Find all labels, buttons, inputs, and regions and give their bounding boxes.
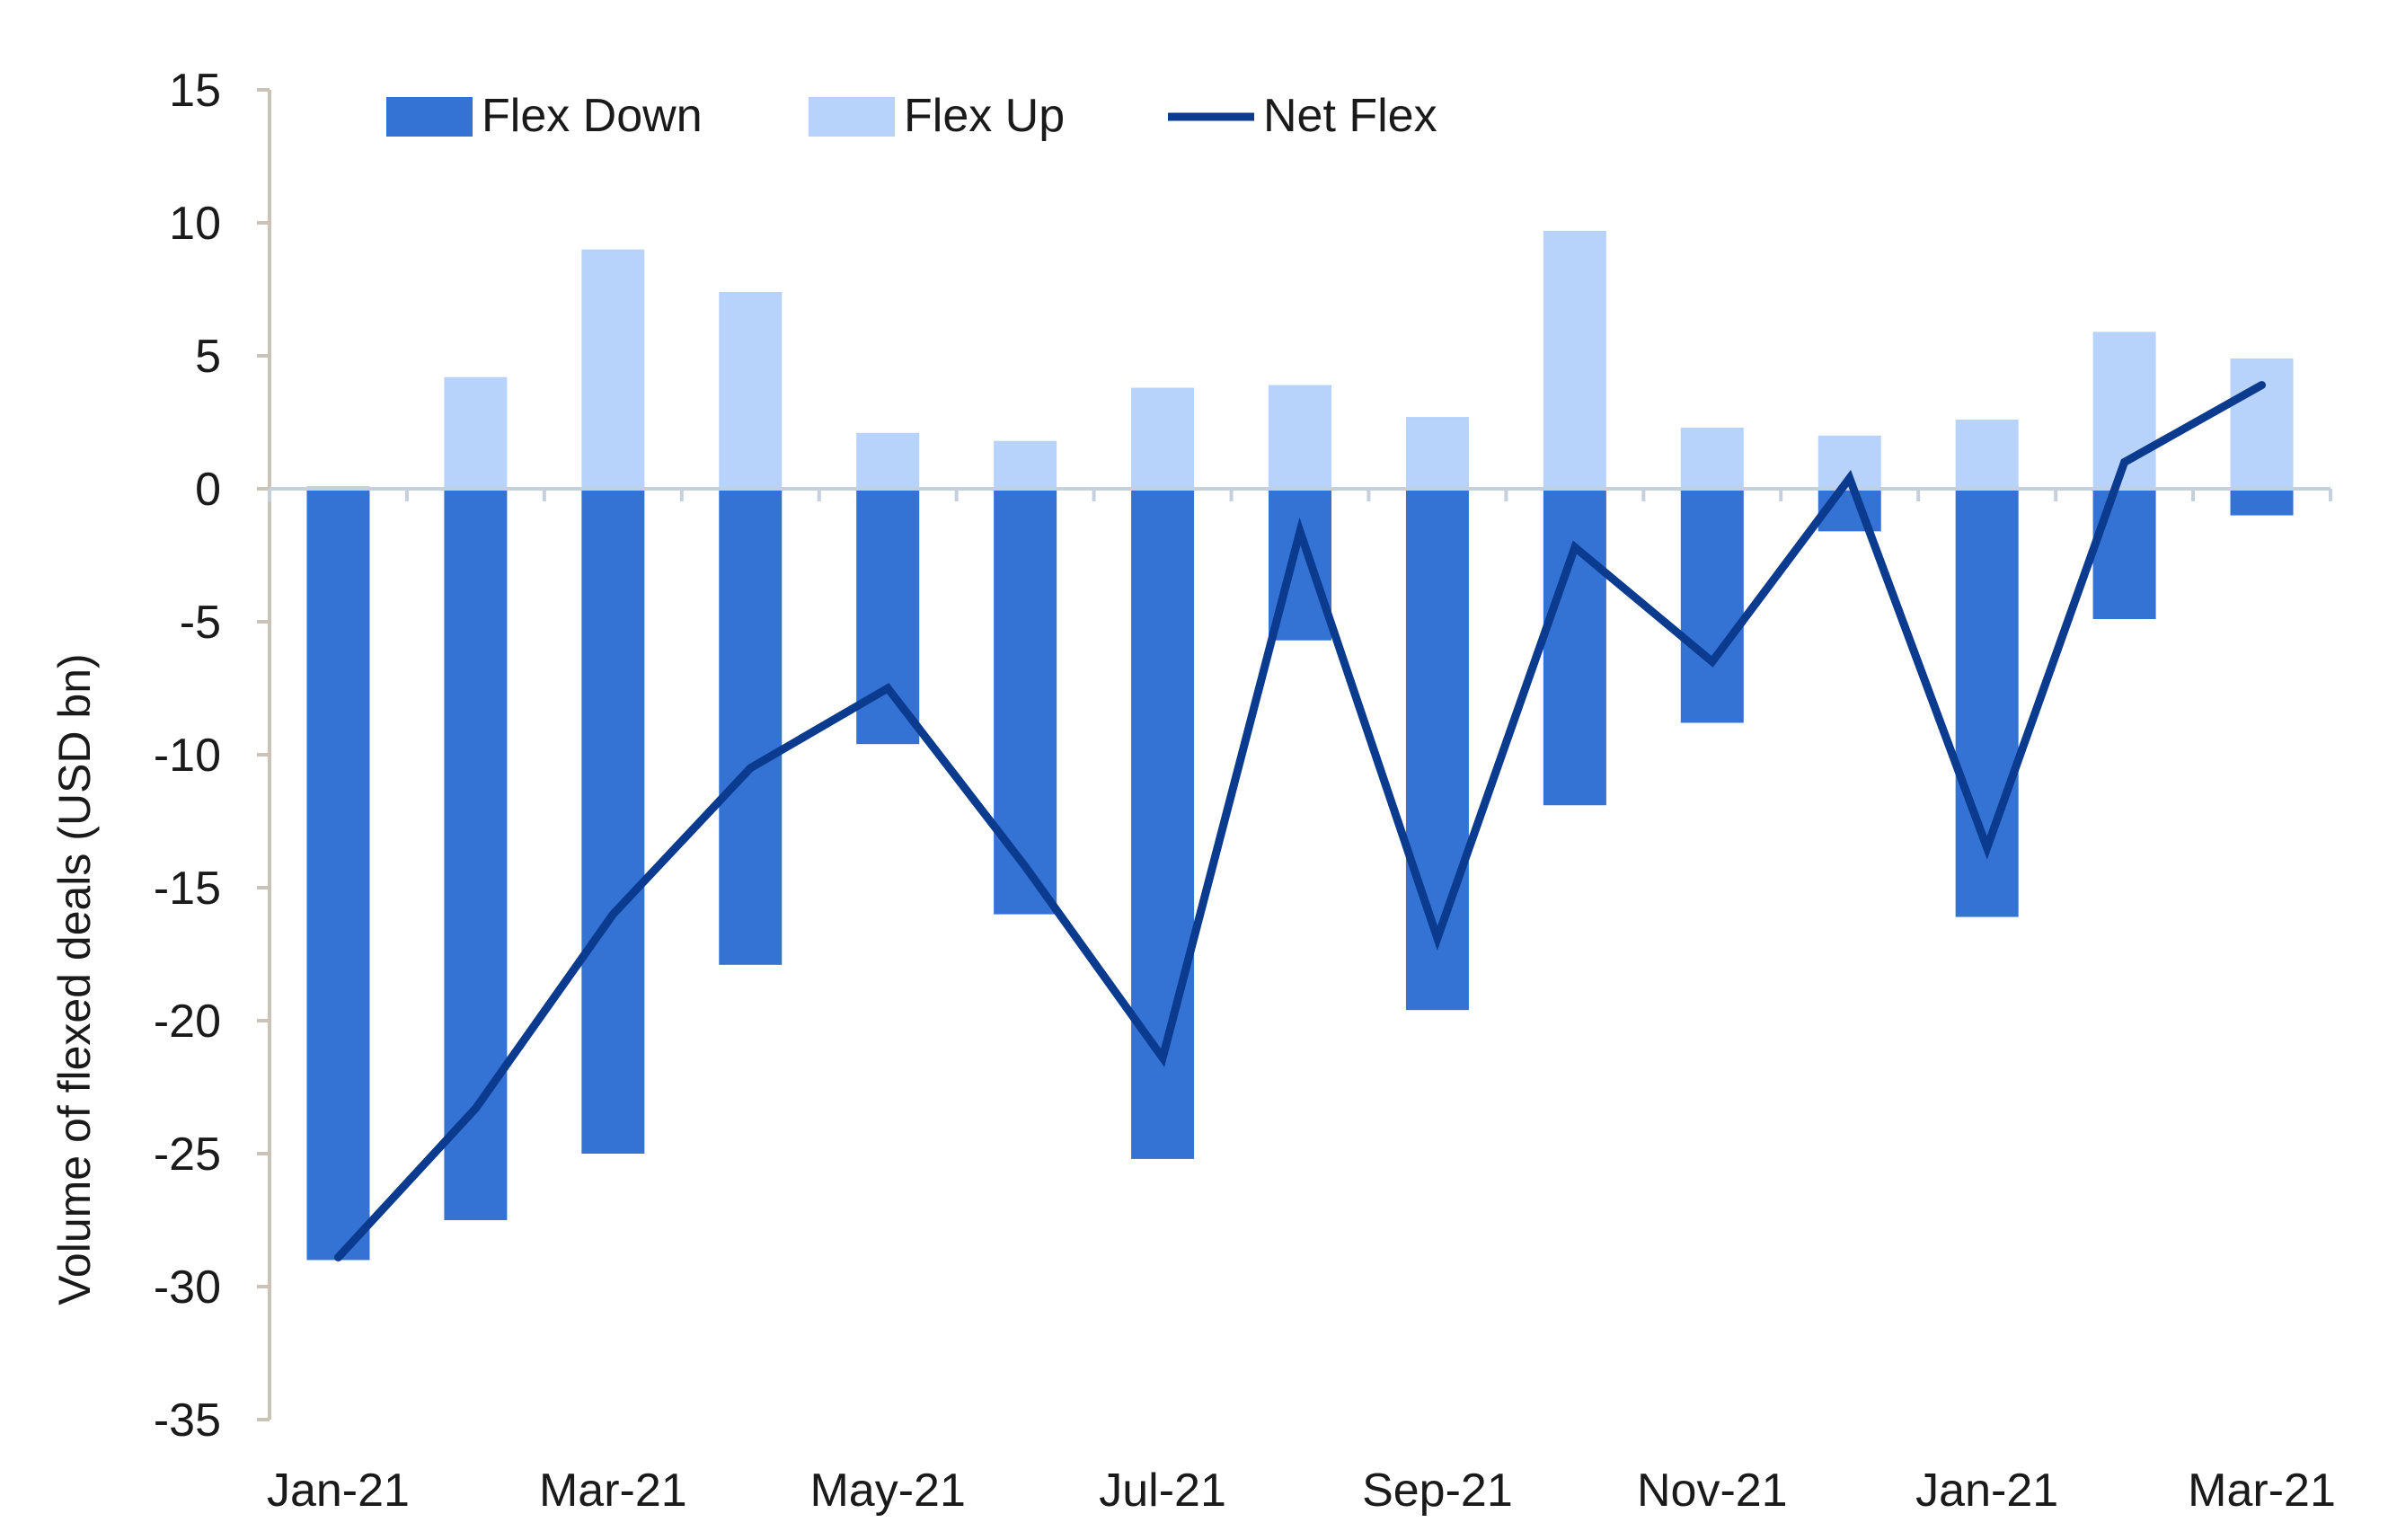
bar-flex-up	[1680, 427, 1744, 489]
legend: Flex Down Flex Up Net Flex	[386, 90, 1437, 142]
bar-flex-up	[1543, 230, 1606, 489]
bar-flex-up	[2230, 358, 2294, 489]
y-tick-label: -15	[154, 863, 221, 915]
x-tick-label: Mar-21	[539, 1465, 687, 1517]
bar-flex-up	[856, 432, 920, 489]
x-tick-label: Jan-21	[1915, 1465, 2058, 1517]
bar-flex-down	[306, 489, 370, 1261]
net-flex-line	[334, 381, 2266, 1261]
bar-flex-down	[994, 489, 1057, 915]
x-tick-label: Mar-21	[2188, 1465, 2336, 1517]
axes: 15 10 5 0 -5 -10 -15 -20 -25 -30 -35 Jan-21 Mar-21 Ma…	[154, 65, 2336, 1517]
bar-flex-down	[856, 489, 920, 745]
y-tick-label: -5	[180, 597, 221, 649]
net-flex-series	[334, 381, 2266, 1261]
bar-flex-down	[2092, 489, 2156, 620]
bar-flex-up	[994, 440, 1057, 489]
legend-label-flex-down: Flex Down	[482, 90, 703, 142]
y-tick-label: -35	[154, 1394, 221, 1447]
bar-flex-up	[1405, 417, 1469, 489]
y-tick-label: -10	[154, 730, 221, 782]
bar-flex-up	[1131, 387, 1195, 489]
bar-flex-up	[581, 249, 645, 489]
y-tick-label: 5	[195, 331, 221, 383]
bar-flex-down	[444, 489, 508, 1220]
x-tick-label: Jan-21	[267, 1465, 410, 1517]
legend-swatch-flex-down	[386, 97, 473, 137]
bar-flex-down	[1543, 489, 1606, 806]
bar-flex-up	[444, 376, 508, 489]
y-axis-title: Volume of flexed deals (USD bn)	[49, 653, 100, 1305]
y-tick-label: -20	[154, 996, 221, 1048]
bar-flex-down	[2230, 489, 2294, 516]
flex-up-series	[306, 230, 2294, 489]
x-tick-label: May-21	[809, 1465, 965, 1517]
legend-label-net-flex: Net Flex	[1263, 90, 1437, 142]
y-tick-label: -30	[154, 1261, 221, 1314]
bar-flex-down	[719, 489, 783, 965]
bar-flex-down	[1680, 489, 1744, 723]
legend-swatch-flex-up	[809, 97, 895, 137]
x-tick-label: Sep-21	[1362, 1465, 1513, 1517]
bar-flex-up	[719, 291, 783, 489]
y-tick-label: -25	[154, 1128, 221, 1181]
bar-flex-down	[1405, 489, 1469, 1011]
x-tick-label: Nov-21	[1637, 1465, 1788, 1517]
y-tick-label: 15	[169, 65, 221, 117]
bar-flex-down	[581, 489, 645, 1154]
bar-flex-up	[1955, 420, 2019, 489]
y-tick-label: 10	[169, 198, 221, 250]
bar-flex-up	[1269, 385, 1331, 489]
x-tick-label: Jul-21	[1099, 1465, 1226, 1517]
flex-down-series	[306, 489, 2294, 1261]
legend-label-flex-up: Flex Up	[904, 90, 1065, 142]
y-tick-label: 0	[195, 464, 221, 516]
